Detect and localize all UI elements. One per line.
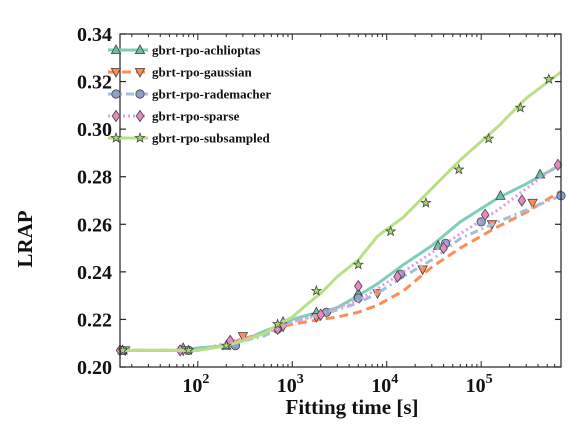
legend-marker — [110, 44, 122, 54]
series-marker — [271, 318, 284, 330]
legend-marker — [111, 89, 121, 99]
legend-marker — [134, 68, 146, 78]
legend-item: gbrt-rpo-gaussian — [108, 65, 252, 80]
series-marker — [220, 339, 232, 351]
legend-marker — [110, 68, 122, 78]
series-marker — [352, 258, 364, 270]
legend-marker — [110, 132, 122, 143]
series-marker — [517, 194, 527, 207]
x-tick-label: 104 — [371, 372, 398, 397]
legend-item: gbrt-rpo-subsampled — [108, 131, 271, 146]
legend-label: gbrt-rpo-achlioptas — [152, 43, 260, 58]
series-marker — [393, 270, 402, 283]
series-line — [120, 70, 562, 352]
series-marker — [237, 332, 249, 342]
legend-label: gbrt-rpo-gaussian — [152, 65, 252, 80]
series-marker — [439, 241, 448, 255]
legend-item: gbrt-rpo-sparse — [108, 109, 240, 124]
legend-marker — [135, 109, 145, 123]
series-line — [120, 189, 562, 352]
y-tick-label: 0.34 — [77, 24, 112, 46]
legend-marker — [134, 132, 146, 143]
y-tick-label: 0.20 — [77, 357, 112, 379]
plot-frame — [119, 33, 562, 368]
legend-label: gbrt-rpo-sparse — [152, 109, 240, 124]
series-gbrt-rpo-subsampled — [116, 70, 562, 356]
legend-item: gbrt-rpo-rademacher — [108, 87, 271, 102]
legend-marker — [134, 44, 146, 54]
series-marker — [417, 265, 428, 276]
legend: gbrt-rpo-achlioptas gbrt-rpo-gaussian gbrt… — [108, 43, 271, 146]
legend-marker — [111, 109, 121, 123]
y-tick-label: 0.32 — [77, 72, 112, 94]
y-tick-label: 0.24 — [77, 262, 112, 284]
series-marker — [482, 132, 495, 144]
y-tick-label: 0.30 — [77, 119, 112, 141]
series-marker — [480, 208, 490, 221]
legend-label: gbrt-rpo-subsampled — [152, 131, 271, 146]
y-tick-label: 0.22 — [77, 309, 112, 331]
series-marker — [420, 196, 432, 208]
series-marker — [316, 308, 325, 321]
series-marker — [527, 198, 538, 209]
series-layer — [115, 70, 566, 357]
series-marker — [116, 344, 129, 356]
legend-item: gbrt-rpo-achlioptas — [108, 43, 260, 58]
x-tick-label: 105 — [466, 372, 493, 397]
series-marker — [183, 344, 195, 356]
y-tick-label: 0.28 — [77, 167, 112, 189]
series-marker — [514, 101, 527, 113]
series-gbrt-rpo-achlioptas — [117, 163, 562, 355]
legend-label: gbrt-rpo-rademacher — [152, 87, 271, 102]
x-tick-label: 103 — [277, 372, 304, 397]
y-axis-title: LRAP — [13, 210, 37, 267]
series-marker — [384, 225, 397, 237]
series-marker — [453, 163, 465, 175]
x-axis-ticks: 102 103 104 105 — [131, 34, 562, 397]
y-axis-ticks: 0.20 0.22 0.24 0.26 0.28 0.30 0.32 0.34 — [77, 24, 561, 379]
x-tick-label: 102 — [182, 372, 209, 397]
series-line — [120, 161, 562, 352]
y-tick-label: 0.26 — [77, 214, 112, 236]
series-marker — [354, 279, 363, 293]
x-axis-title: Fitting time [s] — [286, 395, 419, 419]
legend-marker — [135, 89, 145, 99]
series-line — [120, 163, 562, 352]
series-gbrt-rpo-sparse — [115, 158, 563, 357]
series-marker — [543, 73, 555, 85]
series-marker — [310, 284, 323, 296]
series-marker — [495, 189, 506, 200]
